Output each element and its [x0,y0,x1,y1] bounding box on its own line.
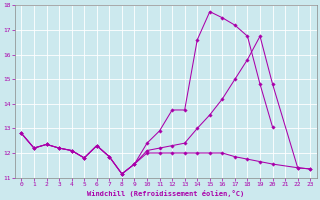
X-axis label: Windchill (Refroidissement éolien,°C): Windchill (Refroidissement éolien,°C) [87,190,244,197]
